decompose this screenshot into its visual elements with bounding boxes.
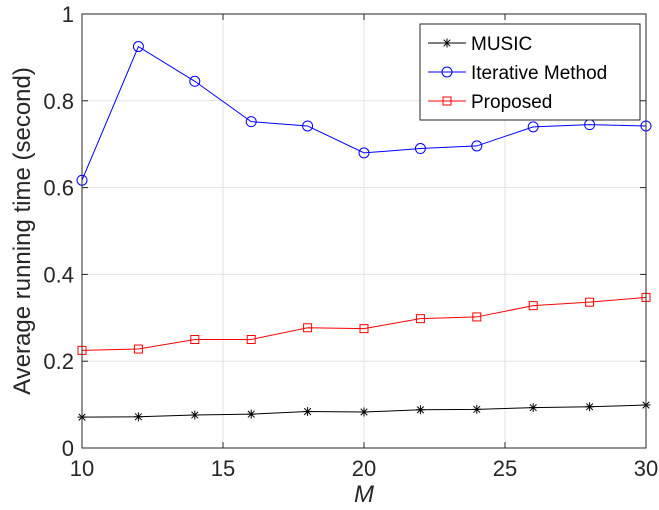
y-tick-label: 0.4 (43, 262, 74, 287)
series-proposed (77, 292, 651, 355)
x-tick-label: 15 (211, 456, 235, 481)
data-point (415, 314, 425, 324)
series-line (81, 296, 647, 351)
legend-entry: Proposed (428, 92, 552, 113)
data-point (246, 409, 256, 419)
data-point (190, 335, 200, 344)
data-point (528, 403, 538, 413)
data-point (585, 402, 595, 412)
series-line (81, 45, 647, 181)
ticks: 10 15 20 25 30 0 0.2 0.4 0.6 0.8 1 (43, 2, 658, 481)
data-point (133, 412, 143, 422)
y-tick-label: 0.8 (43, 89, 74, 114)
legend-marker (442, 96, 452, 106)
y-tick-label: 1 (62, 2, 74, 27)
data-point (190, 410, 200, 420)
data-point (303, 407, 313, 417)
data-point (414, 143, 426, 155)
legend-entry: MUSIC (428, 34, 532, 55)
data-point (303, 323, 313, 333)
data-point (245, 116, 257, 128)
data-point (528, 301, 538, 311)
y-tick-label: 0 (62, 436, 74, 461)
data-point (359, 324, 369, 334)
y-axis-label: Average running time (second) (9, 67, 36, 395)
data-point (132, 41, 144, 53)
legend-label: Iterative Method (471, 63, 607, 84)
legend: MUSIC Iterative Method Proposed (419, 23, 641, 121)
data-point (133, 344, 143, 354)
data-point (302, 120, 314, 132)
x-axis-label: M (354, 481, 374, 508)
x-tick-label: 10 (70, 456, 94, 481)
x-tick-label: 30 (634, 456, 658, 481)
legend-label: Proposed (471, 92, 552, 113)
legend-marker (441, 66, 453, 78)
x-tick-label: 25 (493, 456, 517, 481)
data-point (527, 121, 539, 133)
x-tick-label: 20 (352, 456, 376, 481)
y-tick-label: 0.2 (43, 349, 74, 374)
data-point (585, 297, 595, 307)
data-point (471, 140, 483, 152)
legend-label: MUSIC (471, 34, 532, 55)
data-point (189, 75, 201, 87)
data-point (415, 405, 425, 415)
legend-marker (442, 38, 452, 48)
y-tick-label: 0.6 (43, 176, 74, 201)
data-point (246, 335, 256, 344)
data-point (359, 407, 369, 417)
data-point (472, 312, 482, 322)
legend-entry: Iterative Method (428, 63, 607, 84)
data-point (358, 147, 370, 159)
data-point (472, 404, 482, 414)
